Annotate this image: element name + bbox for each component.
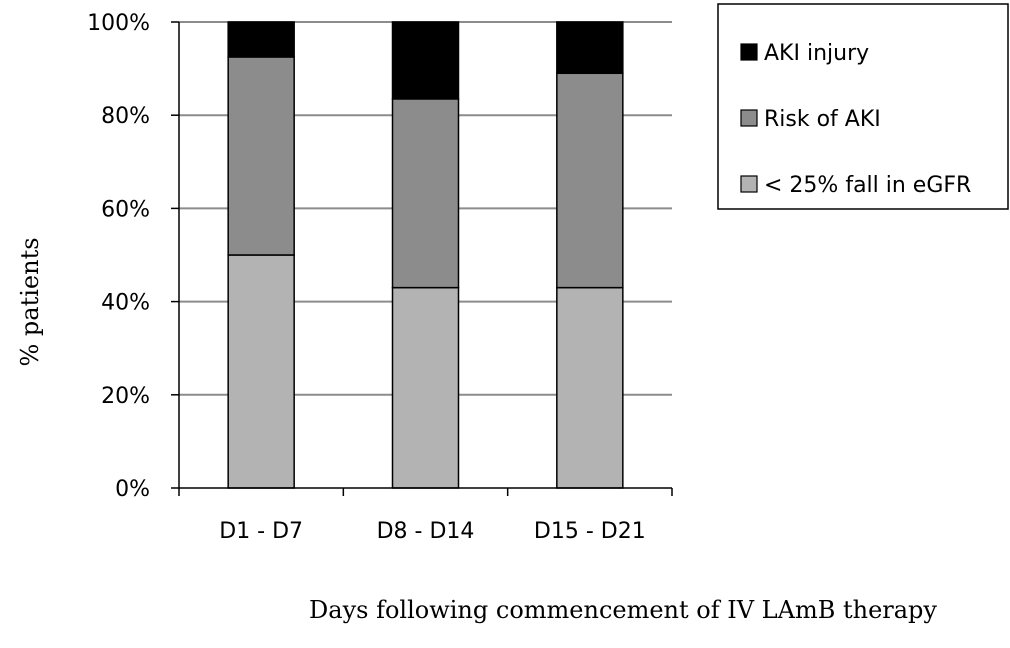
bar-segment bbox=[391, 98, 460, 289]
x-tick-labels: D1 - D7 D8 - D14 D15 - D21 bbox=[219, 519, 645, 544]
x-tick-label: D1 - D7 bbox=[219, 519, 303, 544]
bar-segment bbox=[556, 72, 624, 289]
x-tick-label: D15 - D21 bbox=[534, 519, 646, 544]
bar-segment bbox=[556, 21, 624, 75]
legend-swatch bbox=[740, 175, 758, 193]
y-tick-label: 80% bbox=[101, 104, 150, 129]
legend-swatch bbox=[740, 43, 758, 61]
x-axis-label: Days following commencement of IV LAmB t… bbox=[309, 596, 937, 624]
y-tick-label: 100% bbox=[87, 11, 150, 36]
bars bbox=[227, 21, 624, 489]
y-tick-label: 20% bbox=[101, 384, 150, 409]
bar-segment bbox=[227, 254, 295, 489]
legend-label: AKI injury bbox=[764, 41, 869, 66]
legend-label: < 25% fall in eGFR bbox=[764, 173, 971, 198]
legend-label: Risk of AKI bbox=[764, 107, 881, 132]
y-tick-label: 40% bbox=[101, 291, 150, 316]
bar-segment bbox=[391, 286, 460, 489]
axes bbox=[178, 22, 673, 496]
x-tick-label: D8 - D14 bbox=[377, 519, 475, 544]
legend-swatch bbox=[740, 109, 758, 127]
y-tick-label: 60% bbox=[101, 197, 150, 222]
bar-segment bbox=[556, 286, 624, 489]
y-tick-label: 0% bbox=[115, 477, 150, 502]
bar-segment bbox=[227, 21, 295, 58]
bar-segment bbox=[227, 56, 295, 256]
legend-box bbox=[717, 3, 1009, 210]
y-axis-label: % patients bbox=[16, 237, 44, 366]
bar-segment bbox=[391, 21, 460, 100]
y-tick-labels: 0% 20% 40% 60% 80% 100% bbox=[87, 11, 150, 502]
legend: AKI injury Risk of AKI < 25% fall in eGFR bbox=[717, 3, 1009, 210]
